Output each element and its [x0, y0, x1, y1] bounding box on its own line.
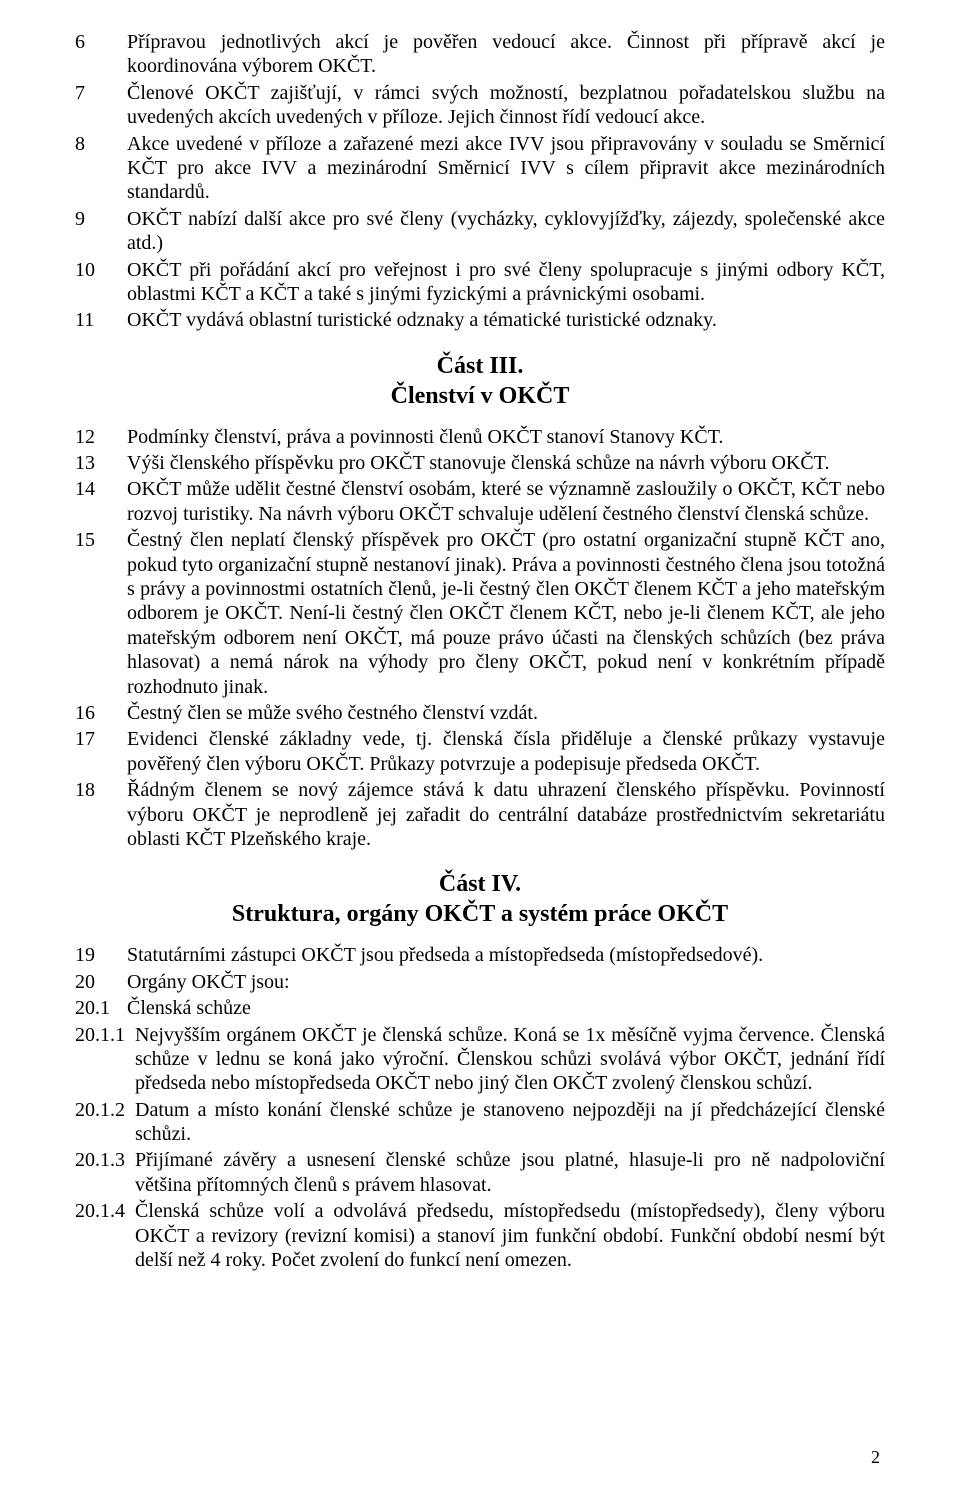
item-number: 14 — [75, 477, 127, 501]
item-number: 7 — [75, 81, 127, 105]
item-text: OKČT nabízí další akce pro své členy (vy… — [127, 207, 885, 256]
item-text: OKČT při pořádání akcí pro veřejnost i p… — [127, 258, 885, 307]
item-number: 19 — [75, 943, 127, 967]
numbered-paragraph: 20Orgány OKČT jsou: — [75, 970, 885, 994]
section-part3-items: 12Podmínky členství, práva a povinnosti … — [75, 425, 885, 852]
item-text: Orgány OKČT jsou: — [127, 970, 885, 994]
section-part2-items: 6Přípravou jednotlivých akcí je pověřen … — [75, 30, 885, 333]
item-text: Evidenci členské základny vede, tj. člen… — [127, 727, 885, 776]
numbered-paragraph: 7Členové OKČT zajišťují, v rámci svých m… — [75, 81, 885, 130]
item-text: Statutárními zástupci OKČT jsou předseda… — [127, 943, 885, 967]
item-number: 11 — [75, 308, 127, 332]
item-text: Přípravou jednotlivých akcí je pověřen v… — [127, 30, 885, 79]
item-text: Řádným členem se nový zájemce stává k da… — [127, 778, 885, 851]
numbered-paragraph: 20.1.1Nejvyšším orgánem OKČT je členská … — [75, 1023, 885, 1096]
item-number: 13 — [75, 451, 127, 475]
item-text: Podmínky členství, práva a povinnosti čl… — [127, 425, 885, 449]
numbered-paragraph: 13Výši členského příspěvku pro OKČT stan… — [75, 451, 885, 475]
item-text: Členská schůze volí a odvolává předsedu,… — [135, 1199, 885, 1272]
item-number: 17 — [75, 727, 127, 751]
item-number: 12 — [75, 425, 127, 449]
numbered-paragraph: 18Řádným členem se nový zájemce stává k … — [75, 778, 885, 851]
item-text: Čestný člen se může svého čestného člens… — [127, 701, 885, 725]
numbered-paragraph: 9OKČT nabízí další akce pro své členy (v… — [75, 207, 885, 256]
item-text: Členové OKČT zajišťují, v rámci svých mo… — [127, 81, 885, 130]
numbered-paragraph: 20.1Členská schůze — [75, 996, 885, 1020]
item-number: 15 — [75, 528, 127, 552]
item-number: 10 — [75, 258, 127, 282]
item-number: 6 — [75, 30, 127, 54]
numbered-paragraph: 19Statutárními zástupci OKČT jsou předse… — [75, 943, 885, 967]
item-text: OKČT může udělit čestné členství osobám,… — [127, 477, 885, 526]
item-text: OKČT vydává oblastní turistické odznaky … — [127, 308, 885, 332]
item-text: Přijímané závěry a usnesení členské schů… — [135, 1148, 885, 1197]
numbered-paragraph: 8Akce uvedené v příloze a zařazené mezi … — [75, 132, 885, 205]
item-number: 20.1.1 — [75, 1023, 135, 1047]
item-text: Výši členského příspěvku pro OKČT stanov… — [127, 451, 885, 475]
numbered-paragraph: 20.1.2Datum a místo konání členské schůz… — [75, 1098, 885, 1147]
numbered-paragraph: 6Přípravou jednotlivých akcí je pověřen … — [75, 30, 885, 79]
item-number: 20.1 — [75, 996, 127, 1020]
item-number: 20.1.2 — [75, 1098, 135, 1122]
numbered-paragraph: 12Podmínky členství, práva a povinnosti … — [75, 425, 885, 449]
numbered-paragraph: 10OKČT při pořádání akcí pro veřejnost i… — [75, 258, 885, 307]
numbered-paragraph: 11OKČT vydává oblastní turistické odznak… — [75, 308, 885, 332]
item-text: Členská schůze — [127, 996, 885, 1020]
item-number: 8 — [75, 132, 127, 156]
item-number: 18 — [75, 778, 127, 802]
part3-subtitle: Členství v OKČT — [75, 381, 885, 411]
section-part4-items: 19Statutárními zástupci OKČT jsou předse… — [75, 943, 885, 1020]
item-text: Čestný člen neplatí členský příspěvek pr… — [127, 528, 885, 699]
part3-title: Část III. — [75, 351, 885, 381]
item-number: 9 — [75, 207, 127, 231]
page-number: 2 — [871, 1447, 880, 1468]
item-text: Datum a místo konání členské schůze je s… — [135, 1098, 885, 1147]
section-part4-subitems: 20.1.1Nejvyšším orgánem OKČT je členská … — [75, 1023, 885, 1273]
numbered-paragraph: 14OKČT může udělit čestné členství osobá… — [75, 477, 885, 526]
part4-subtitle: Struktura, orgány OKČT a systém práce OK… — [75, 899, 885, 929]
numbered-paragraph: 16Čestný člen se může svého čestného čle… — [75, 701, 885, 725]
item-number: 20.1.4 — [75, 1199, 135, 1223]
numbered-paragraph: 20.1.4Členská schůze volí a odvolává pře… — [75, 1199, 885, 1272]
item-text: Akce uvedené v příloze a zařazené mezi a… — [127, 132, 885, 205]
numbered-paragraph: 15Čestný člen neplatí členský příspěvek … — [75, 528, 885, 699]
item-number: 20.1.3 — [75, 1148, 135, 1172]
item-number: 20 — [75, 970, 127, 994]
numbered-paragraph: 20.1.3Přijímané závěry a usnesení člensk… — [75, 1148, 885, 1197]
numbered-paragraph: 17Evidenci členské základny vede, tj. čl… — [75, 727, 885, 776]
item-text: Nejvyšším orgánem OKČT je členská schůze… — [135, 1023, 885, 1096]
part4-title: Část IV. — [75, 869, 885, 899]
item-number: 16 — [75, 701, 127, 725]
